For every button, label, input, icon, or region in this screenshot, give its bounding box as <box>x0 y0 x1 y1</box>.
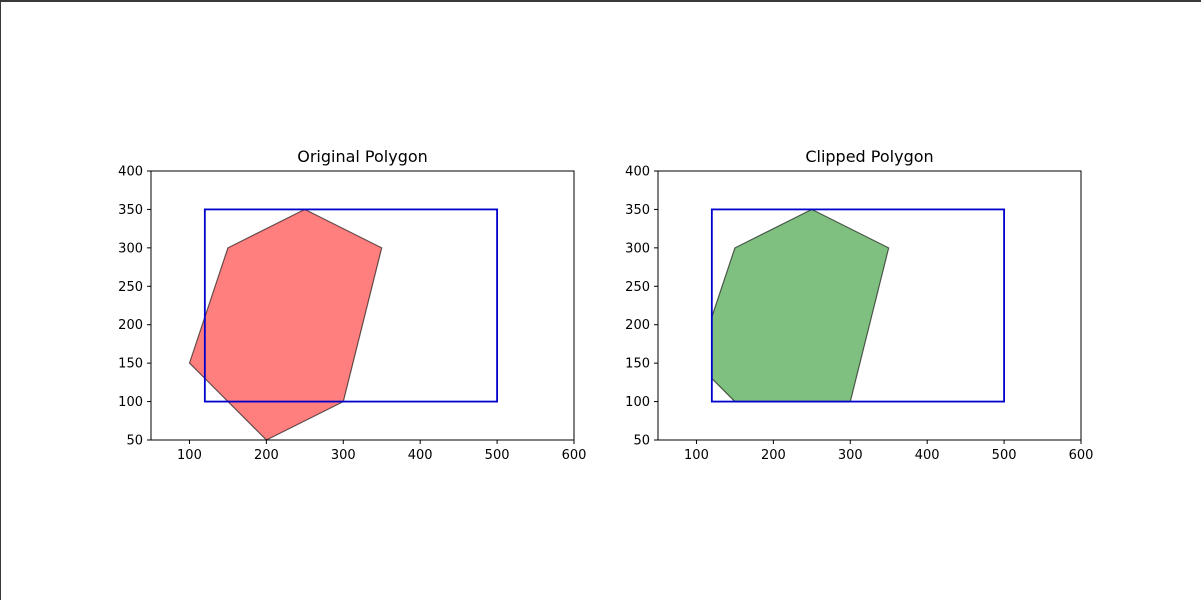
x-tick-label: 500 <box>992 448 1017 463</box>
chart-title: Original Polygon <box>297 147 428 166</box>
y-tick-label: 150 <box>118 357 143 372</box>
y-tick-label: 250 <box>625 280 650 295</box>
x-tick-label: 100 <box>684 448 709 463</box>
window-frame-top <box>0 0 1201 2</box>
x-tick-label: 500 <box>485 448 510 463</box>
y-tick-label: 200 <box>118 318 143 333</box>
x-tick-label: 200 <box>761 448 786 463</box>
x-tick-label: 200 <box>254 448 279 463</box>
axes-clipped-polygon: Clipped Polygon 100 200 300 400 500 600 50 100 1… <box>625 147 1093 463</box>
x-tick-label: 400 <box>408 448 433 463</box>
y-tick-label: 250 <box>118 280 143 295</box>
x-tick-label: 600 <box>562 448 587 463</box>
x-tick-label: 300 <box>331 448 356 463</box>
chart-title: Clipped Polygon <box>805 147 933 166</box>
y-tick-label: 400 <box>118 165 143 180</box>
y-tick-label: 200 <box>625 318 650 333</box>
x-tick-label: 300 <box>838 448 863 463</box>
y-tick-label: 300 <box>118 241 143 256</box>
axes-frame <box>150 170 575 441</box>
x-tick-label: 100 <box>177 448 202 463</box>
axes-original-polygon: Original Polygon 100 200 300 400 500 600 50 100… <box>118 147 586 463</box>
clip-rectangle <box>203 208 498 403</box>
polygon-shape <box>711 208 890 403</box>
y-tick-label: 100 <box>625 395 650 410</box>
x-tick-label: 400 <box>915 448 940 463</box>
y-tick-label: 150 <box>625 357 650 372</box>
y-tick-label: 100 <box>118 395 143 410</box>
polygon-shape <box>188 208 383 441</box>
clip-rectangle <box>710 208 1005 403</box>
y-tick-label: 350 <box>625 203 650 218</box>
window-frame-left <box>0 0 1 600</box>
y-tick-label: 350 <box>118 203 143 218</box>
x-tick-label: 600 <box>1069 448 1094 463</box>
y-tick-label: 400 <box>625 165 650 180</box>
y-tick-label: 50 <box>633 434 650 449</box>
y-tick-label: 50 <box>126 434 143 449</box>
axes-frame <box>657 170 1082 441</box>
y-tick-label: 300 <box>625 241 650 256</box>
